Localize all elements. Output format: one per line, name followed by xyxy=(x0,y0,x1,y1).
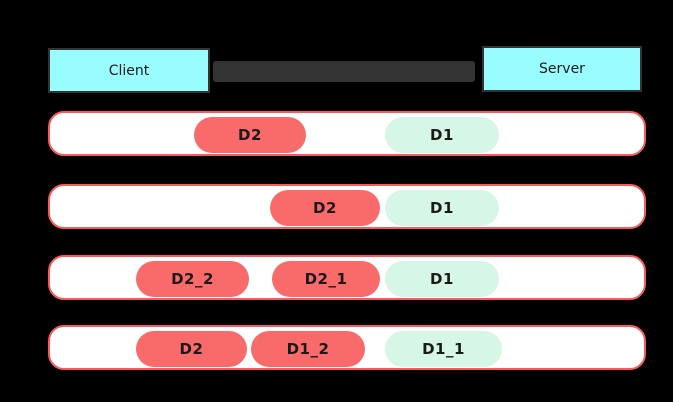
data-block-d2: D2 xyxy=(136,331,247,367)
data-block-label: D1 xyxy=(430,199,454,217)
server-node: Server xyxy=(482,46,642,92)
data-block-d2: D2 xyxy=(194,117,306,153)
data-block-label: D2 xyxy=(179,340,204,358)
data-block-d2_1: D2_1 xyxy=(272,261,380,297)
track-row: D2 D1_2 D1_1 xyxy=(48,325,646,370)
track-row: D2_2 D2_1 D1 xyxy=(48,255,646,300)
data-block-d2: D2 xyxy=(270,190,380,226)
data-block-label: D1_2 xyxy=(286,340,330,358)
client-node: Client xyxy=(48,48,210,93)
data-block-d1: D1 xyxy=(385,190,499,226)
data-block-label: D2_1 xyxy=(304,270,348,288)
data-block-label: D1 xyxy=(430,126,454,144)
data-block-d2_2: D2_2 xyxy=(136,261,249,297)
data-block-d1_2: D1_2 xyxy=(251,331,365,367)
data-block-label: D2_2 xyxy=(171,270,214,288)
channel-bar xyxy=(213,61,475,82)
data-block-d1: D1 xyxy=(385,117,499,153)
data-block-d1_1: D1_1 xyxy=(385,331,502,367)
server-node-label: Server xyxy=(539,61,585,77)
client-node-label: Client xyxy=(108,62,150,79)
track-row: D2 D1 xyxy=(48,111,646,156)
track-row: D2 D1 xyxy=(48,184,646,229)
data-block-label: D2 xyxy=(313,199,337,217)
data-block-label: D1 xyxy=(430,270,454,288)
data-block-label: D1_1 xyxy=(422,340,465,358)
data-block-d1: D1 xyxy=(385,261,499,297)
data-block-label: D2 xyxy=(238,126,262,144)
